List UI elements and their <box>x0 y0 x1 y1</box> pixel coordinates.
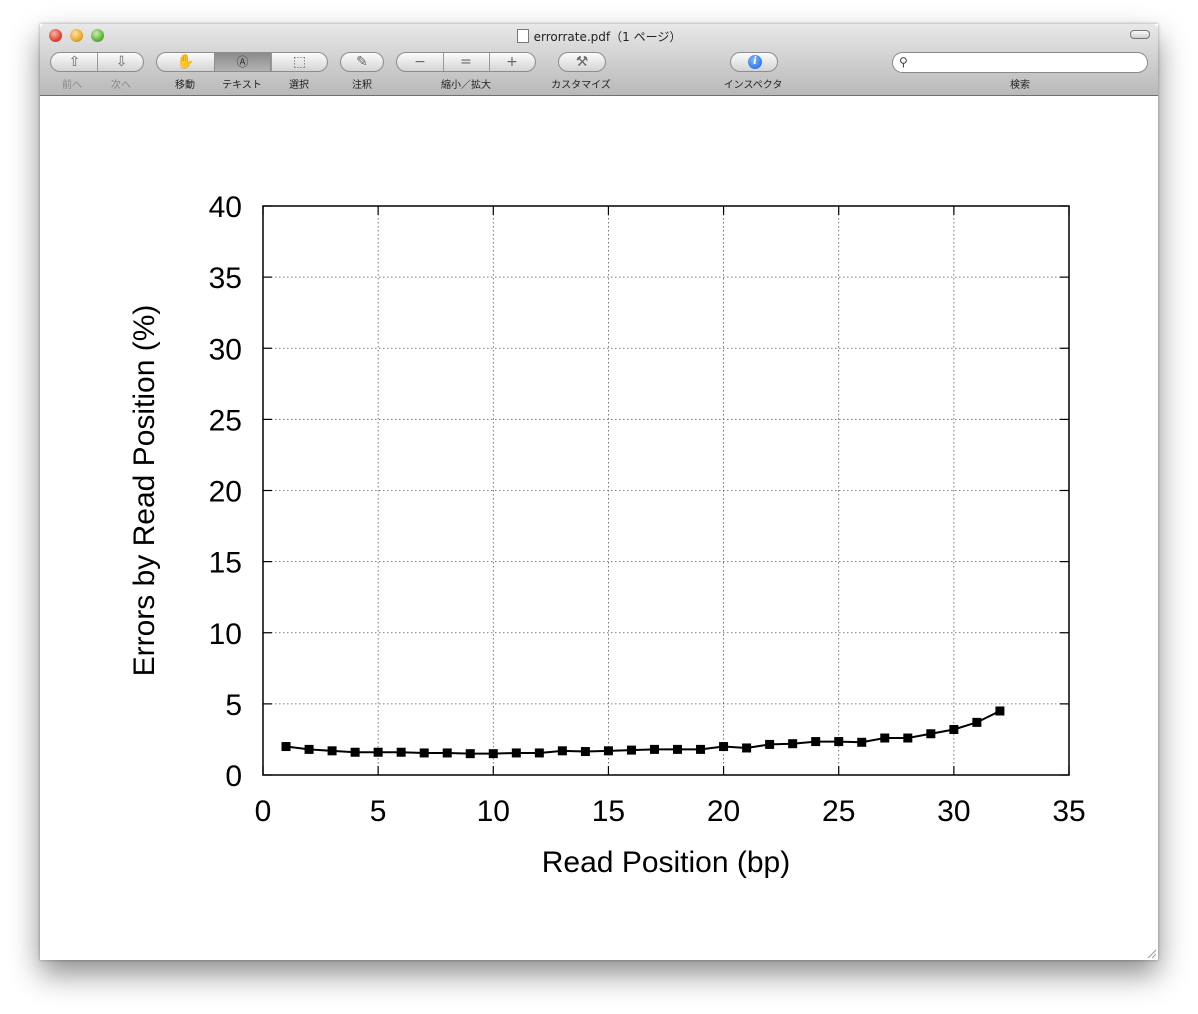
data-point <box>696 744 706 754</box>
pdf-document-icon <box>516 29 529 43</box>
data-series <box>281 706 1005 759</box>
zoom-button[interactable] <box>91 29 104 42</box>
data-point <box>373 747 383 757</box>
minimize-button[interactable] <box>70 29 83 42</box>
forward-label: 次へ <box>111 80 131 91</box>
x-axis-label: Read Position (bp) <box>542 846 790 879</box>
document-view[interactable]: 0 5 10 15 20 25 30 35 0 5 10 15 20 25 30 35 40 Read Posi… <box>40 96 1158 960</box>
data-point <box>811 737 821 747</box>
data-point <box>972 717 982 727</box>
search-label: 検索 <box>1010 80 1030 91</box>
marquee-select-icon[interactable]: ⬚ <box>292 54 307 70</box>
y-tick-label: 25 <box>209 404 242 437</box>
y-tick-label: 40 <box>209 191 242 224</box>
customize-label: カスタマイズ <box>551 80 611 91</box>
x-tick-label: 10 <box>477 795 510 828</box>
minus-icon[interactable]: − <box>414 54 426 70</box>
text-select-icon: Ⓐ <box>236 55 249 69</box>
magnifier-icon: ⚲ <box>899 55 908 69</box>
x-tick-label: 30 <box>937 795 970 828</box>
plus-icon[interactable]: + <box>506 54 518 70</box>
down-arrow-icon[interactable]: ⇩ <box>115 54 128 70</box>
data-point <box>465 749 475 759</box>
data-point <box>673 744 683 754</box>
data-point <box>580 747 590 757</box>
data-point <box>488 749 498 759</box>
y-axis-label: Errors by Read Position (%) <box>128 305 161 677</box>
inspector-button[interactable]: i <box>730 52 778 72</box>
data-point <box>742 743 752 753</box>
x-tick-label: 20 <box>707 795 740 828</box>
data-point <box>603 746 613 756</box>
up-arrow-icon[interactable]: ⇧ <box>68 54 81 70</box>
zoom-control: − = + <box>396 52 536 72</box>
zoom-label: 縮小／拡大 <box>441 80 491 91</box>
back-forward-control: ⇧ ⇩ <box>50 52 144 72</box>
text-tool-button[interactable]: Ⓐ <box>214 52 271 72</box>
y-tick-label: 0 <box>225 760 242 793</box>
data-point <box>834 737 844 747</box>
data-point <box>350 747 360 757</box>
data-point <box>857 737 867 747</box>
series-line <box>285 710 1001 755</box>
data-point <box>903 733 913 743</box>
window-title-text: errorrate.pdf（1 ページ） <box>533 30 682 44</box>
resize-grip-icon[interactable] <box>1146 948 1156 958</box>
x-tick-label: 5 <box>370 795 387 828</box>
customize-button[interactable]: ⚒ <box>558 52 606 72</box>
data-point <box>649 744 659 754</box>
inspector-label: インスペクタ <box>723 80 783 91</box>
data-point <box>719 742 729 752</box>
data-point <box>949 724 959 734</box>
select-label: 選択 <box>289 80 309 91</box>
data-point <box>442 748 452 758</box>
annotate-button[interactable]: ✎ <box>340 52 384 72</box>
data-point <box>995 706 1005 716</box>
toolbar: errorrate.pdf（1 ページ） ⇧ ⇩ 前へ 次へ ✋ Ⓐ ⬚ 移動 … <box>40 24 1158 96</box>
grid-lines <box>263 206 1069 775</box>
data-point <box>880 733 890 743</box>
data-point <box>281 742 291 752</box>
y-tick-label: 30 <box>209 333 242 366</box>
search-input[interactable] <box>915 54 1139 72</box>
close-button[interactable] <box>49 29 62 42</box>
data-point <box>327 746 337 756</box>
data-point <box>304 744 314 754</box>
data-point <box>788 739 798 749</box>
move-label: 移動 <box>175 80 195 91</box>
x-tick-label: 0 <box>255 795 272 828</box>
hammer-icon: ⚒ <box>575 54 589 70</box>
annotate-label: 注釈 <box>352 80 372 91</box>
hand-icon[interactable]: ✋ <box>176 54 195 70</box>
y-tick-label: 5 <box>225 689 242 722</box>
x-tick-label: 25 <box>822 795 855 828</box>
toolbar-toggle-button[interactable] <box>1130 30 1150 39</box>
data-point <box>626 745 636 755</box>
back-label: 前へ <box>62 80 82 91</box>
tool-mode-control: ✋ Ⓐ ⬚ <box>156 52 328 72</box>
x-tick-label: 15 <box>592 795 625 828</box>
y-tick-label: 35 <box>209 262 242 295</box>
data-point <box>926 729 936 739</box>
equals-icon[interactable]: = <box>460 54 472 70</box>
preview-window: errorrate.pdf（1 ページ） ⇧ ⇩ 前へ 次へ ✋ Ⓐ ⬚ 移動 … <box>40 24 1158 960</box>
data-point <box>511 748 521 758</box>
data-point <box>419 748 429 758</box>
y-tick-label: 10 <box>209 618 242 651</box>
axis-ticks: 0 5 10 15 20 25 30 35 0 5 10 15 20 25 30 35 40 <box>209 191 1086 828</box>
search-field[interactable]: ⚲ <box>892 52 1148 73</box>
data-point <box>557 746 567 756</box>
window-title: errorrate.pdf（1 ページ） <box>40 28 1158 45</box>
y-tick-label: 15 <box>209 547 242 580</box>
error-rate-chart: 0 5 10 15 20 25 30 35 0 5 10 15 20 25 30 35 40 Read Posi… <box>128 191 1086 879</box>
data-point <box>534 748 544 758</box>
y-tick-label: 20 <box>209 476 242 509</box>
data-point <box>396 747 406 757</box>
pencil-icon: ✎ <box>356 54 368 70</box>
text-label: テキスト <box>222 80 262 91</box>
data-point <box>765 739 775 749</box>
info-icon: i <box>748 55 762 69</box>
x-tick-label: 35 <box>1052 795 1085 828</box>
